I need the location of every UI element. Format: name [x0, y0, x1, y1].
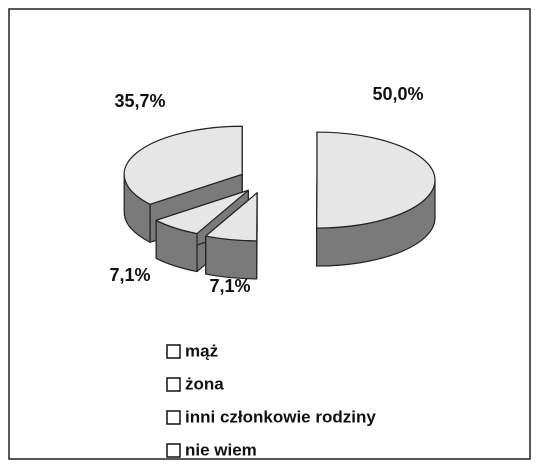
legend-label: mąż [185, 341, 218, 360]
legend-swatch [166, 377, 181, 392]
slice-top [316, 131, 436, 229]
legend-swatch [166, 344, 181, 359]
chart-frame [8, 8, 531, 460]
data-label: 35,7% [114, 91, 165, 111]
legend-swatch [166, 410, 181, 425]
pie-slice [316, 131, 436, 267]
slice-top [123, 125, 243, 205]
data-label: 7,1% [109, 265, 150, 285]
legend-label: żona [185, 374, 224, 393]
slice-side [205, 235, 258, 280]
legend-swatch [166, 443, 181, 458]
slice-top [155, 189, 249, 235]
slice-top [205, 192, 258, 242]
legend-label: nie wiem [185, 440, 257, 459]
data-label: 7,1% [209, 276, 250, 296]
legend-label: inni członkowie rodziny [185, 407, 376, 426]
pie-slice [205, 192, 258, 280]
data-label: 50,0% [372, 84, 423, 104]
